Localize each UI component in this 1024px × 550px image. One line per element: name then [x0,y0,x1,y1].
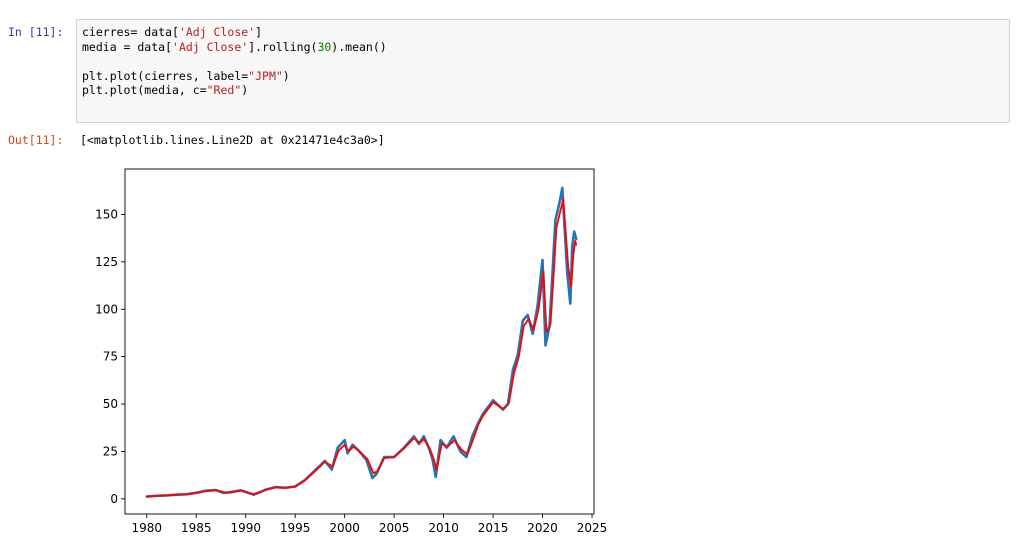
code-token: ].rolling( [248,39,318,54]
code-editor[interactable]: cierres= data['Adj Close'] media = data['… [82,25,387,98]
code-line: media = data['Adj Close'].rolling(30).me… [82,40,387,55]
y-tick-label: 125 [95,255,118,269]
output-text: [<matplotlib.lines.Line2D at 0x21471e4c3… [80,133,385,147]
chart-output: 0 25 50 75 100 125 150 1980 1985 1990 1995 2000 200… [76,158,616,546]
x-axis: 1980 1985 1990 1995 2000 2005 2010 2015 2020 2025 [131,514,607,535]
y-tick-label: 75 [103,350,118,364]
x-tick-label: 2010 [428,521,459,535]
line-chart: 0 25 50 75 100 125 150 1980 1985 1990 1995 2000 200… [95,168,607,535]
code-token: 'Adj Close' [172,39,249,54]
code-line [82,54,387,69]
code-token: plt.plot(media, c= [82,83,207,97]
code-line: plt.plot(media, c="Red") [82,83,387,98]
code-token: 30 [317,39,332,54]
code-token: ) [282,68,290,83]
code-line: cierres= data['Adj Close'] [82,25,387,40]
code-token: 'Adj Close' [178,25,256,39]
y-axis: 0 25 50 75 100 125 150 [95,207,125,506]
code-token: cierres= data[ [82,25,179,39]
y-tick-label: 150 [95,207,118,221]
x-tick-label: 2015 [478,521,509,535]
output-prompt: Out[11]: [8,133,64,147]
code-token: ] [255,25,263,39]
y-tick-label: 25 [103,444,118,458]
code-token: "JPM" [248,68,283,83]
code-token: media = data[ [82,39,173,54]
code-line: plt.plot(cierres, label="JPM") [82,69,387,84]
code-token: ).mean() [331,39,387,54]
input-prompt: In [11]: [8,25,64,39]
x-tick-label: 2020 [527,521,558,535]
x-tick-label: 2000 [329,521,360,535]
x-tick-label: 1995 [280,521,311,535]
x-tick-label: 1990 [230,521,261,535]
series-line-cierres [145,186,578,498]
x-tick-label: 1980 [131,521,162,535]
y-tick-label: 100 [95,302,118,316]
x-tick-label: 1985 [181,521,212,535]
code-input-area[interactable]: cierres= data['Adj Close'] media = data['… [76,19,1010,123]
plot-frame [124,168,595,515]
x-tick-label: 2025 [577,521,608,535]
code-token: "Red" [206,83,242,97]
code-token: ) [241,83,249,97]
y-tick-label: 50 [103,397,118,411]
series-line-media [145,198,578,498]
series-layer [145,186,578,498]
y-tick-label: 0 [110,492,118,506]
x-tick-label: 2005 [379,521,410,535]
code-token: plt.plot(cierres, label= [82,68,249,83]
